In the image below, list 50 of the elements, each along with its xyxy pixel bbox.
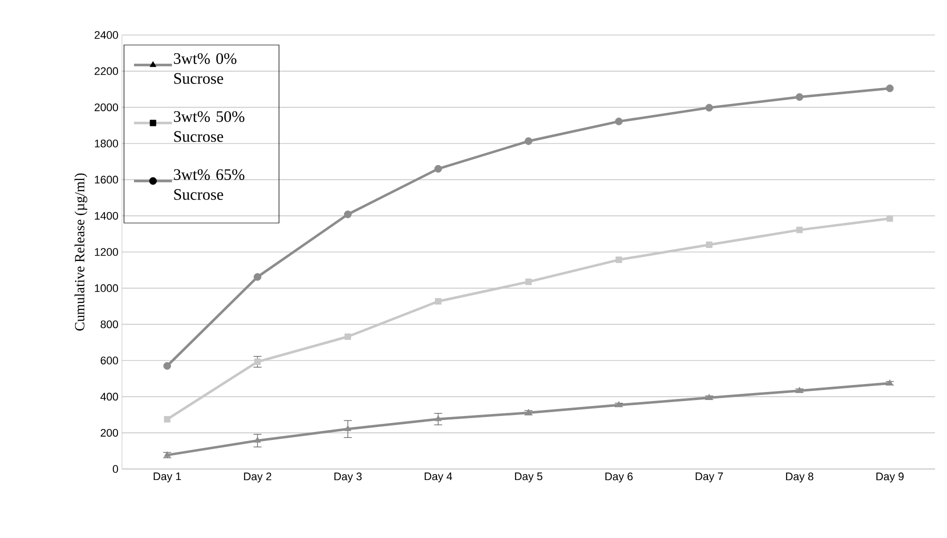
point [254,273,262,281]
y-tick-label: 0 [112,465,118,473]
legend-label: 3wt% 0% Sucrose [174,53,236,84]
y-tick-label: 1600 [94,176,118,184]
x-tick-label: Day 7 [696,472,723,482]
point [616,256,622,264]
legend-label: 3wt% 65% Sucrose [174,169,244,200]
x-tick-label: Day 1 [154,472,181,482]
point [344,425,352,432]
x-tick-label: Day 3 [334,472,362,482]
point [434,298,442,305]
y-axis-title: Cumulative Release (µg/ml) [74,173,88,331]
x-tick-label: Day 6 [605,472,633,482]
point [525,278,532,286]
x-tick-label: Day 8 [786,472,814,482]
y-tick-label: 1800 [94,140,118,148]
x-tick-label: Day 2 [244,472,272,482]
y-tick-label: 800 [100,320,118,328]
y-tick-label: 200 [100,428,118,437]
point [434,415,442,422]
y-tick-label: 2200 [94,67,118,76]
y-tick-label: 2400 [94,31,118,39]
x-tick-label: Day 4 [424,472,452,482]
point [796,93,804,101]
y-tick-label: 2000 [94,103,118,112]
point [706,394,713,400]
y-tick-label: 1200 [94,248,118,256]
point [796,226,803,234]
point [706,242,712,248]
x-tick-label: Day 9 [876,472,904,482]
point [344,333,352,340]
legend-label: 3wt% 50% Sucrose [174,111,244,142]
point [254,358,261,366]
point [796,386,803,393]
point [434,164,442,173]
point [614,118,623,126]
y-tick-label: 400 [100,392,118,401]
point [164,416,170,423]
point [886,215,894,222]
point [886,379,894,386]
point [254,436,261,443]
point [163,362,172,370]
point [524,137,532,145]
point [344,210,352,218]
y-tick-label: 600 [100,356,118,364]
point [886,84,894,92]
x-tick-label: Day 5 [515,472,542,482]
y-tick-label: 1400 [94,212,118,220]
y-tick-label: 1000 [94,284,118,292]
point [705,104,714,112]
